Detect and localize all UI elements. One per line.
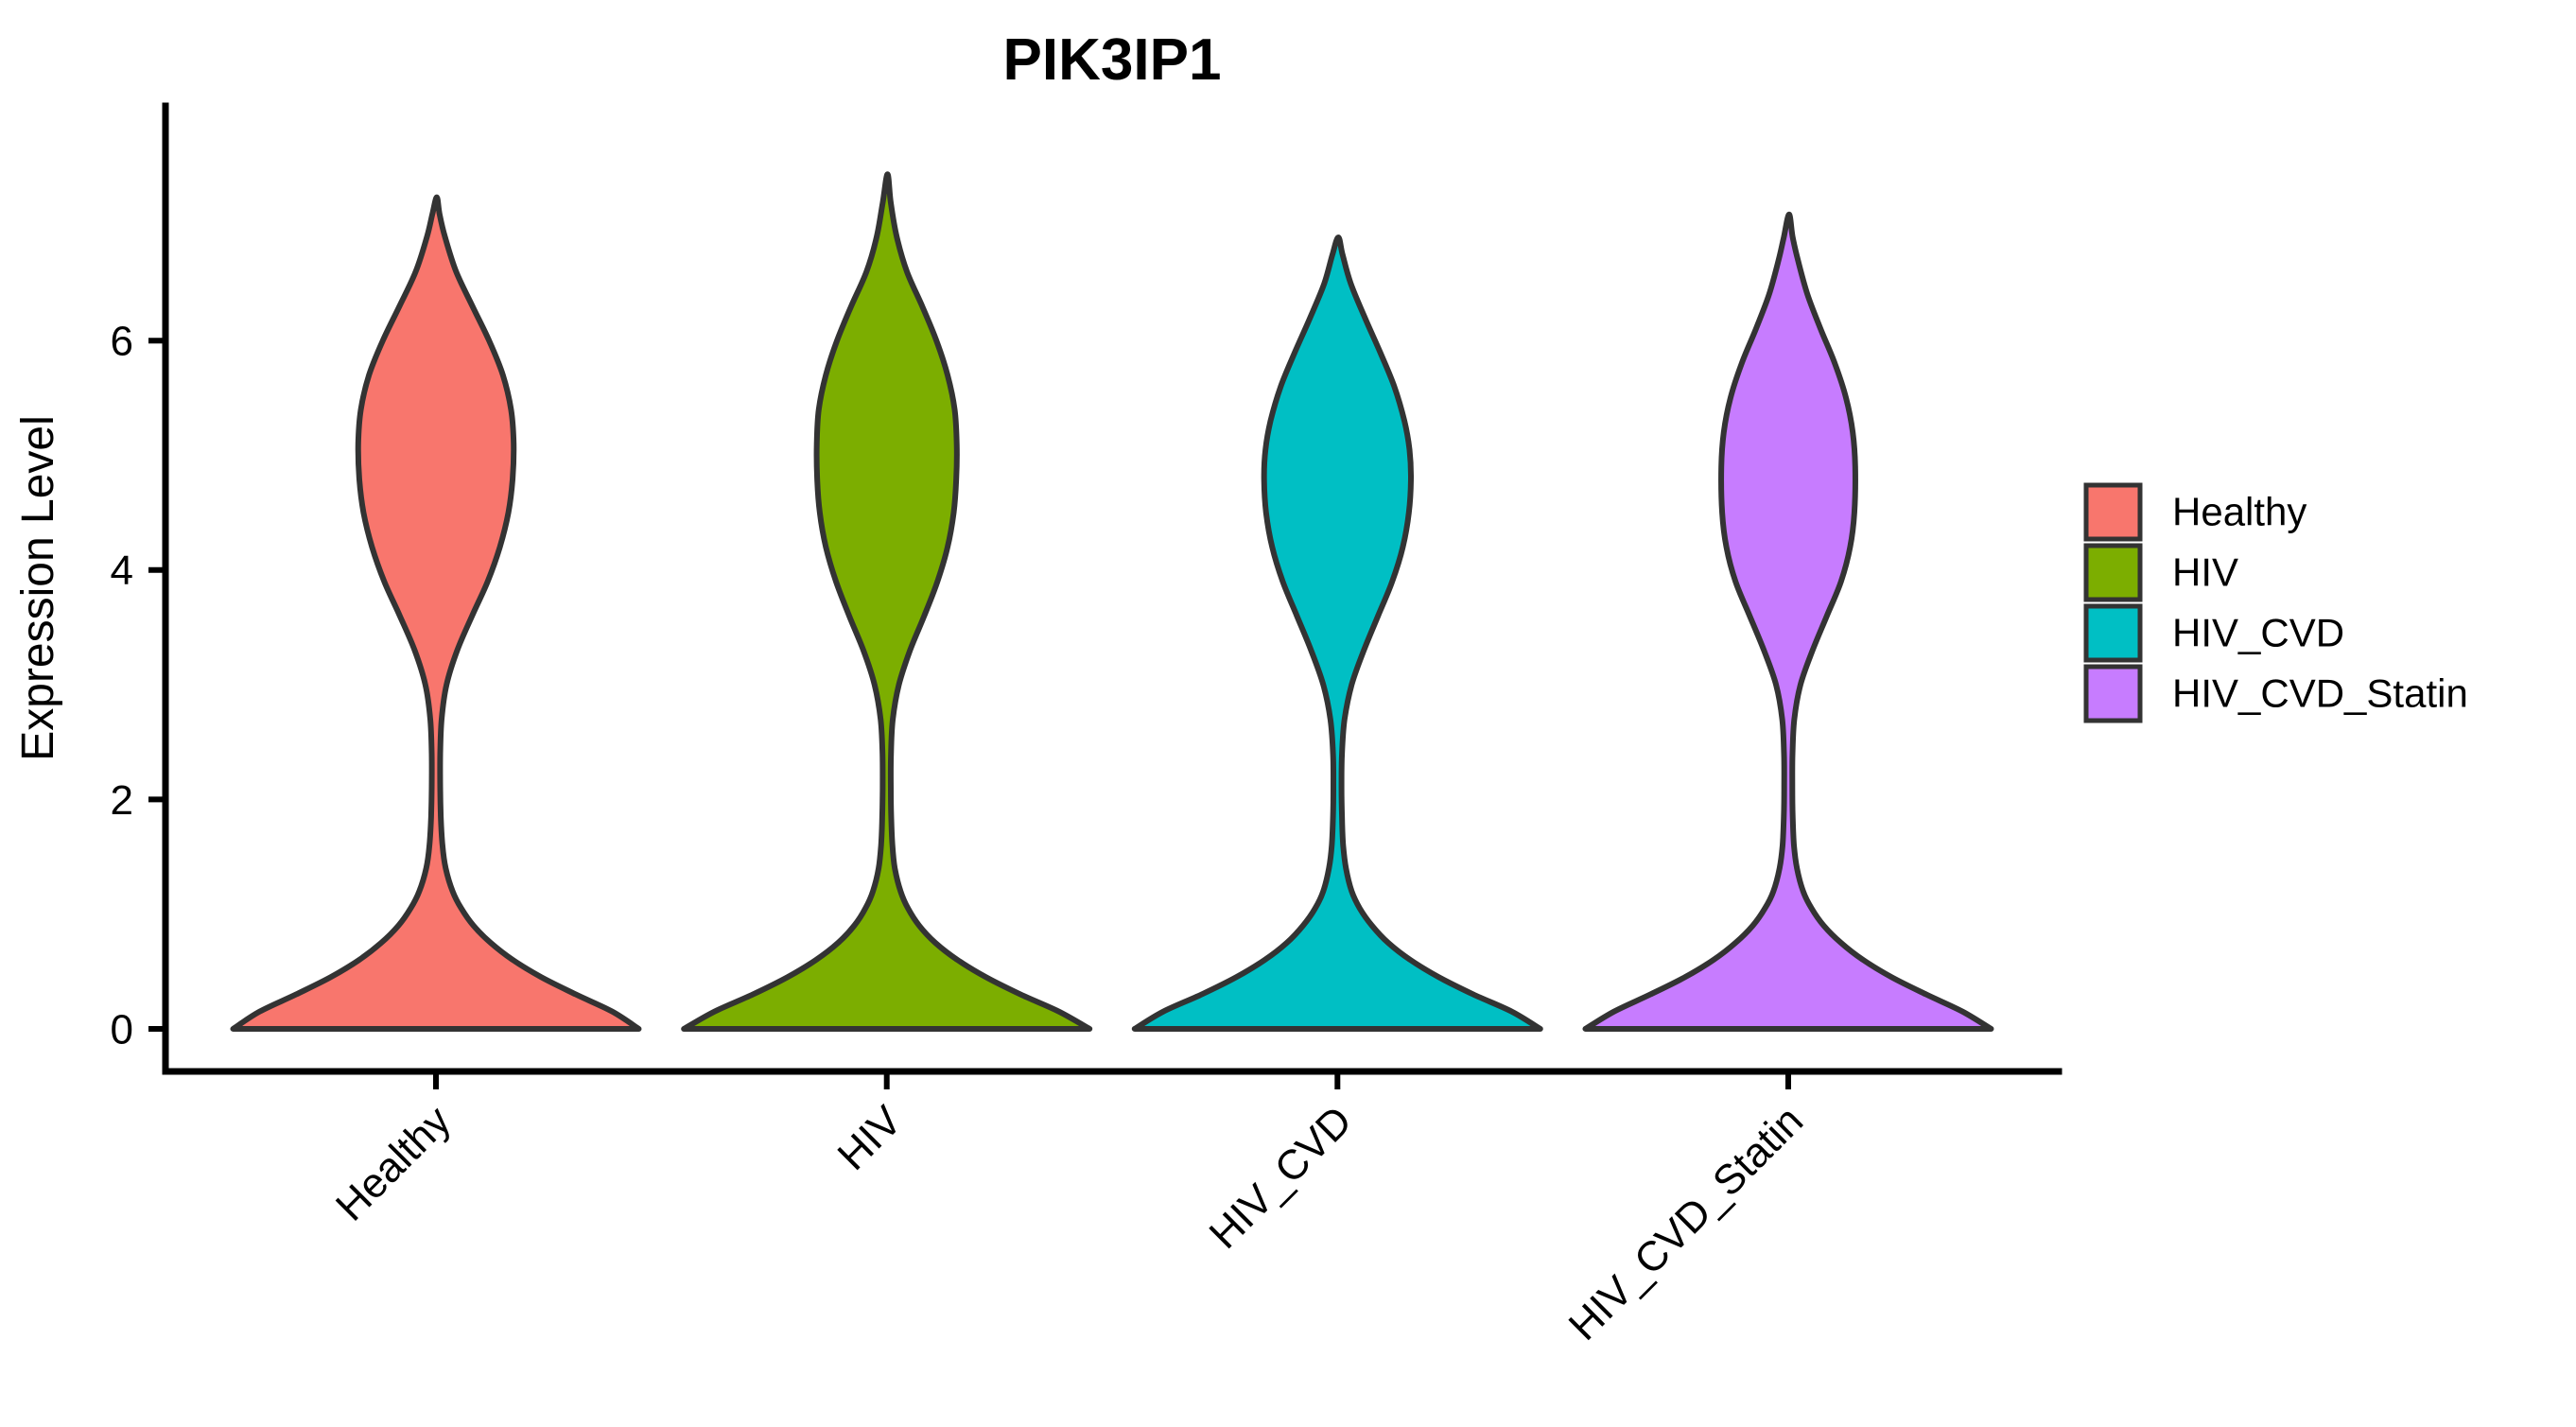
legend-swatch-hiv-cvd	[2083, 603, 2143, 663]
x-tick-label: HIV_CVD	[1201, 1097, 1362, 1258]
y-axis-ticks: 0 2 4 6	[111, 319, 165, 1053]
chart-title: PIK3IP1	[1003, 27, 1222, 93]
x-tick-label: HIV	[829, 1097, 912, 1179]
y-tick-label: 6	[111, 319, 133, 365]
legend-label: HIV_CVD_Statin	[2172, 671, 2468, 716]
legend-swatch-hiv-cvd-statin	[2083, 664, 2143, 723]
y-tick-label: 0	[111, 1006, 133, 1053]
violin-hiv-cvd-statin	[1582, 211, 1994, 1032]
legend-swatch-hiv	[2083, 543, 2143, 602]
x-axis-ticks: Healthy HIV HIV_CVD HIV_CVD_Statin	[327, 1071, 1812, 1349]
y-tick-label: 4	[111, 548, 133, 594]
legend-label: Healthy	[2172, 490, 2306, 534]
legend: Healthy HIV HIV_CVD HIV_CVD_Statin	[2083, 482, 2468, 723]
violins-group	[230, 171, 1994, 1032]
y-axis-title: Expression Level	[13, 415, 63, 761]
x-tick-label: HIV_CVD_Statin	[1560, 1097, 1812, 1349]
legend-label: HIV	[2172, 550, 2238, 595]
x-tick-label: Healthy	[327, 1097, 460, 1229]
violin-hiv-cvd	[1131, 235, 1543, 1032]
violin-healthy	[230, 194, 642, 1032]
legend-label: HIV_CVD	[2172, 611, 2344, 655]
y-tick-label: 2	[111, 777, 133, 824]
violin-hiv	[681, 171, 1093, 1032]
legend-swatch-healthy	[2083, 482, 2143, 542]
